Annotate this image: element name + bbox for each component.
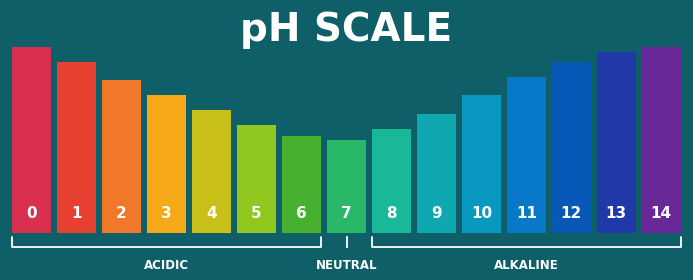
Text: pH SCALE: pH SCALE — [240, 11, 453, 49]
Bar — [147, 95, 186, 233]
Text: 9: 9 — [431, 206, 441, 221]
Text: 10: 10 — [471, 206, 492, 221]
Text: 7: 7 — [341, 206, 352, 221]
Bar — [416, 114, 456, 233]
Bar — [507, 76, 546, 233]
Text: 2: 2 — [116, 206, 127, 221]
Bar — [282, 136, 322, 233]
Bar — [102, 80, 141, 233]
Bar — [326, 140, 367, 233]
Text: 5: 5 — [252, 206, 262, 221]
Text: 0: 0 — [26, 206, 37, 221]
Bar — [192, 110, 231, 233]
Text: 4: 4 — [207, 206, 217, 221]
Bar — [642, 47, 681, 233]
Text: 12: 12 — [561, 206, 582, 221]
Text: 3: 3 — [161, 206, 172, 221]
Text: NEUTRAL: NEUTRAL — [316, 259, 377, 272]
Text: 11: 11 — [516, 206, 537, 221]
Bar — [237, 125, 277, 233]
Text: 13: 13 — [606, 206, 627, 221]
Bar — [552, 62, 591, 233]
Text: ALKALINE: ALKALINE — [494, 259, 559, 272]
Text: ACIDIC: ACIDIC — [144, 259, 189, 272]
Bar — [597, 52, 636, 233]
Bar — [12, 47, 51, 233]
Bar — [371, 129, 411, 233]
Bar — [462, 95, 501, 233]
Text: 6: 6 — [296, 206, 307, 221]
Text: 14: 14 — [651, 206, 672, 221]
Text: 1: 1 — [71, 206, 82, 221]
Bar — [57, 62, 96, 233]
Text: 8: 8 — [386, 206, 397, 221]
